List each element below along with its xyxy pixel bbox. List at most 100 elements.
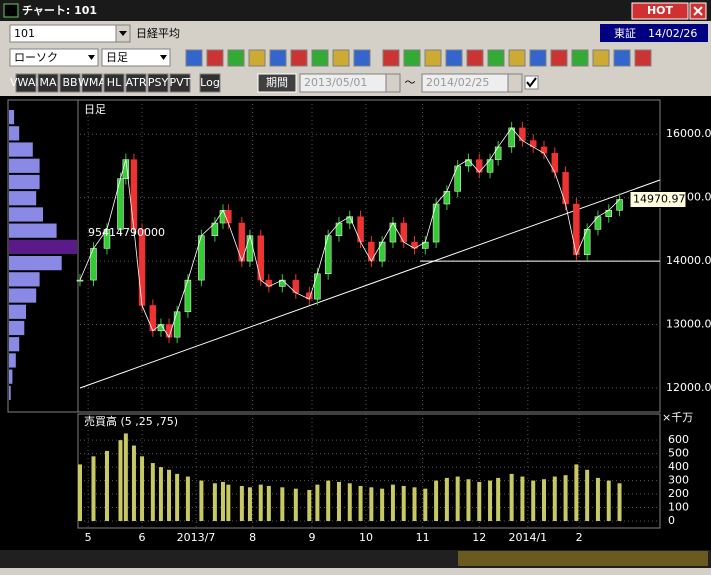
volume-bar <box>220 481 225 521</box>
tool-icon[interactable] <box>382 49 400 67</box>
x-tick-label: 8 <box>249 531 256 544</box>
hot-label: HOT <box>647 4 674 17</box>
date: 14/02/26 <box>648 27 697 40</box>
tool-icon[interactable] <box>571 49 589 67</box>
indicator-button[interactable] <box>37 73 59 93</box>
indicator-button[interactable] <box>147 73 169 93</box>
chart-type-select[interactable] <box>9 48 99 67</box>
candle <box>324 235 332 275</box>
indicator-button[interactable] <box>125 73 147 93</box>
volume-bar <box>563 475 568 521</box>
indicator-button[interactable] <box>81 73 103 93</box>
tool-icon[interactable] <box>445 49 463 67</box>
volume-profile-bar <box>9 142 33 157</box>
volume-profile-bar <box>9 239 77 254</box>
candle <box>551 153 559 173</box>
volume-profile-bar <box>9 304 26 319</box>
hot-button[interactable] <box>631 2 689 20</box>
volume-profile-bar <box>9 223 57 238</box>
volume-bar <box>466 479 471 521</box>
tool-icon[interactable] <box>185 49 203 67</box>
tool-icon[interactable] <box>550 49 568 67</box>
tool-icon[interactable] <box>529 49 547 67</box>
volume-profile-bar <box>9 272 40 287</box>
indicator-button[interactable] <box>59 73 81 93</box>
indicator-button[interactable] <box>103 73 125 93</box>
price-line <box>79 127 620 339</box>
scroll-thumb[interactable] <box>458 551 708 566</box>
volume-bar <box>167 469 172 521</box>
y-tick-label: 600 <box>668 433 689 446</box>
volume-bar <box>585 469 590 521</box>
period-select[interactable] <box>101 48 171 67</box>
to-text: 2014/02/25 <box>426 76 489 89</box>
candle <box>400 222 407 243</box>
volume-bar <box>509 473 514 521</box>
tool-icon[interactable] <box>269 49 287 67</box>
volume-bar <box>78 464 82 521</box>
from-text: 2013/05/01 <box>304 76 367 89</box>
volume-bar <box>104 450 109 521</box>
volume-bar <box>390 484 395 521</box>
volume-bar <box>380 488 385 521</box>
tool-icon[interactable] <box>206 49 224 67</box>
tool-icon[interactable] <box>290 49 308 67</box>
candle <box>368 241 375 262</box>
tool-icon[interactable] <box>592 49 610 67</box>
volume-profile-bar <box>9 191 37 206</box>
candle <box>257 235 264 281</box>
indicator-button[interactable] <box>15 73 37 93</box>
volume-bar <box>150 463 155 521</box>
tool-icon[interactable] <box>227 49 245 67</box>
x-tick-label: 9 <box>309 531 316 544</box>
volume-bar <box>280 487 285 521</box>
volume-bar <box>118 440 123 521</box>
indicator-button[interactable] <box>169 73 191 93</box>
tool-icon[interactable] <box>403 49 421 67</box>
period-button-label: 期間 <box>266 76 288 89</box>
from-dropdown[interactable] <box>385 73 401 93</box>
x-tick-label: 2 <box>576 531 583 544</box>
indicator-label: Log <box>200 76 220 89</box>
x-tick-label: 5 <box>85 531 92 544</box>
indicator-label: WMA <box>78 76 106 89</box>
volume-bar <box>542 479 546 521</box>
tool-icon[interactable] <box>424 49 442 67</box>
volume-bar <box>307 490 312 521</box>
candle <box>246 235 254 262</box>
volume-profile-bar <box>9 353 16 368</box>
indicator-label: BB <box>62 76 77 89</box>
y-tick-label: 300 <box>668 474 689 487</box>
tool-icon[interactable] <box>332 49 350 67</box>
market-bar <box>600 24 708 42</box>
period-button[interactable] <box>257 73 297 93</box>
tool-icon[interactable] <box>508 49 526 67</box>
tool-icon[interactable] <box>311 49 329 67</box>
x-tick-label: 10 <box>359 531 373 544</box>
check <box>526 77 537 88</box>
tool-icon[interactable] <box>248 49 266 67</box>
candle <box>389 222 397 243</box>
tool-icon[interactable] <box>487 49 505 67</box>
volume-bar <box>412 487 417 521</box>
dropdown-arrow <box>88 55 95 60</box>
x-tick-label: 6 <box>139 531 146 544</box>
period: 日足 <box>106 51 128 64</box>
candle <box>184 279 192 313</box>
candle <box>494 146 502 160</box>
indicator-button[interactable] <box>199 73 221 93</box>
x-tick-label: 12 <box>472 531 486 544</box>
y-tick-label: 100 <box>668 501 689 514</box>
tool-icon[interactable] <box>353 49 371 67</box>
y-tick-label: 13000.00 <box>666 317 711 330</box>
volume-bar <box>212 483 217 521</box>
volume-profile-bar <box>9 320 25 336</box>
volume-profile-bar <box>9 158 40 173</box>
tool-icon[interactable] <box>613 49 631 67</box>
tool-icon[interactable] <box>634 49 652 67</box>
volume-bar <box>444 477 449 521</box>
tool-icon[interactable] <box>466 49 484 67</box>
volume-profile-bar <box>9 337 20 352</box>
to-dropdown[interactable] <box>507 73 523 93</box>
tilde: 〜 <box>405 76 416 89</box>
